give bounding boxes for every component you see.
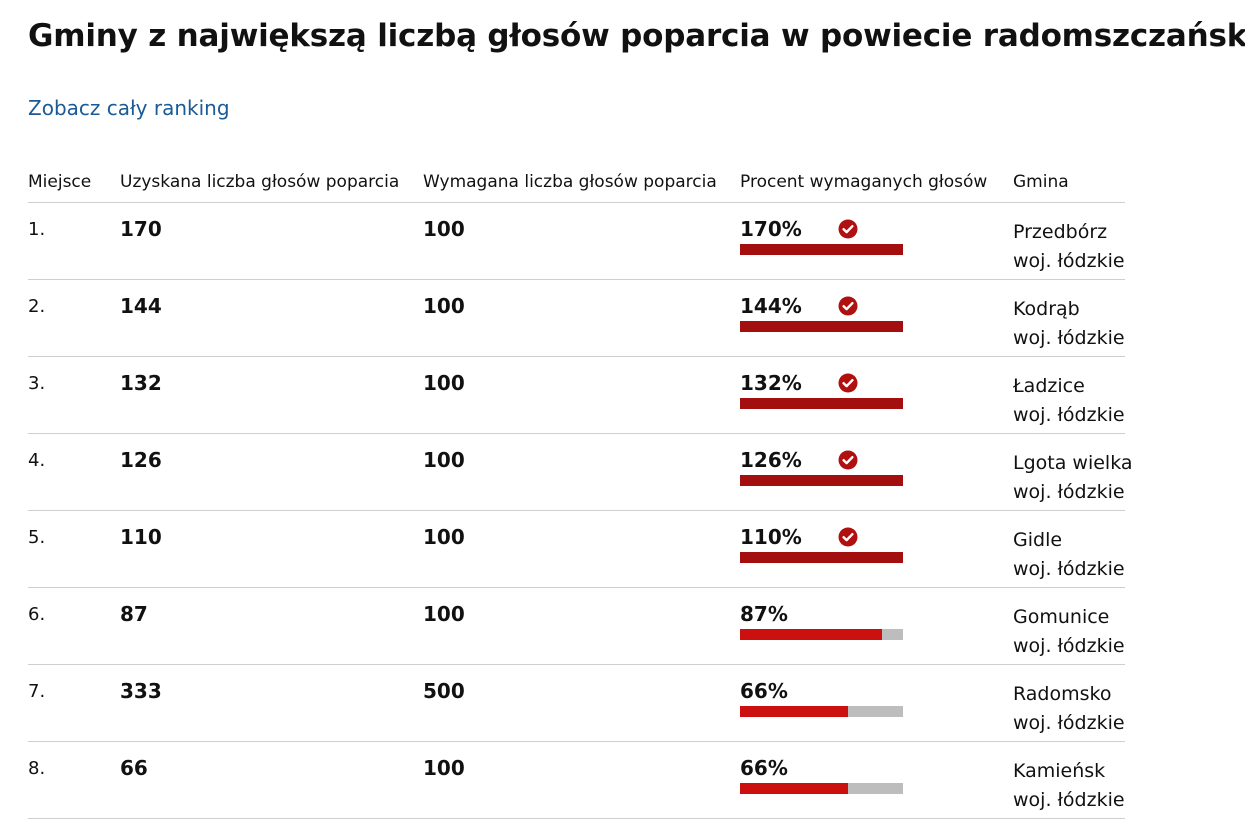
table-row: 2. 144 100 144% Kodrąb woj. łódzkie (28, 279, 1125, 357)
row-gmina-name: Gidle (1013, 529, 1063, 551)
progress-bar-track (740, 321, 903, 332)
row-percent-cell: 132% (740, 357, 903, 409)
table-header-row: Miejsce Uzyskana liczba głosów poparcia … (28, 162, 1125, 203)
header-percent: Procent wymaganych głosów (740, 162, 1013, 203)
progress-bar-track (740, 398, 903, 409)
row-obtained-votes: 170 (120, 217, 162, 241)
row-percent-label: 170% (740, 217, 802, 241)
progress-bar-fill (740, 244, 903, 255)
progress-bar-fill (740, 552, 903, 563)
row-percent-cell: 66% (740, 665, 903, 717)
row-gmina-name: Gomunice (1013, 606, 1110, 628)
row-percent-label: 66% (740, 756, 788, 780)
row-voivodeship: woj. łódzkie (1013, 327, 1125, 349)
table-row: 6. 87 100 87% Gomunice woj. łódzkie (28, 587, 1125, 665)
row-percent-label: 144% (740, 294, 802, 318)
row-percent-cell: 126% (740, 434, 903, 486)
table-row: 4. 126 100 126% Lgota wielka woj. łódzki… (28, 433, 1133, 511)
row-place: 2. (28, 296, 46, 317)
header-obtained: Uzyskana liczba głosów poparcia (120, 162, 423, 203)
row-obtained-votes: 87 (120, 602, 148, 626)
row-required-votes: 100 (423, 525, 465, 549)
table-row: 1. 170 100 170% Przedbórz woj. łódzkie (28, 202, 1125, 280)
row-place: 5. (28, 527, 46, 548)
check-circle-icon (838, 296, 858, 316)
check-circle-icon (838, 527, 858, 547)
row-place: 8. (28, 758, 46, 779)
row-obtained-votes: 333 (120, 679, 162, 703)
row-percent-label: 110% (740, 525, 802, 549)
progress-bar-track (740, 706, 903, 717)
progress-bar-track (740, 552, 903, 563)
row-gmina-name: Radomsko (1013, 683, 1112, 705)
table-row: 3. 132 100 132% Ładzice woj. łódzkie (28, 356, 1125, 434)
row-required-votes: 100 (423, 294, 465, 318)
row-required-votes: 100 (423, 448, 465, 472)
check-circle-icon (838, 450, 858, 470)
row-obtained-votes: 110 (120, 525, 162, 549)
page-title: Gminy z największą liczbą głosów poparci… (28, 18, 1245, 54)
row-gmina-name: Przedbórz (1013, 221, 1108, 243)
row-voivodeship: woj. łódzkie (1013, 404, 1125, 426)
header-gmina: Gmina (1013, 162, 1125, 203)
row-gmina-name: Kamieńsk (1013, 760, 1106, 782)
progress-bar-fill (740, 321, 903, 332)
row-required-votes: 100 (423, 602, 465, 626)
progress-bar-track (740, 629, 903, 640)
row-place: 4. (28, 450, 46, 471)
row-percent-label: 126% (740, 448, 802, 472)
row-voivodeship: woj. łódzkie (1013, 635, 1125, 657)
row-obtained-votes: 132 (120, 371, 162, 395)
ranking-table: Miejsce Uzyskana liczba głosów poparcia … (28, 162, 1133, 819)
row-obtained-votes: 126 (120, 448, 162, 472)
header-required: Wymagana liczba głosów poparcia (423, 162, 740, 203)
progress-bar-fill (740, 475, 903, 486)
row-voivodeship: woj. łódzkie (1013, 712, 1125, 734)
row-obtained-votes: 66 (120, 756, 148, 780)
progress-bar-fill (740, 706, 848, 717)
table-body: 1. 170 100 170% Przedbórz woj. łódzkie (28, 202, 1133, 819)
check-circle-icon (838, 219, 858, 239)
header-place: Miejsce (28, 162, 120, 203)
row-percent-cell: 144% (740, 280, 903, 332)
row-place: 7. (28, 681, 46, 702)
row-percent-cell: 170% (740, 203, 903, 255)
progress-bar-track (740, 475, 903, 486)
check-circle-icon (838, 373, 858, 393)
row-percent-cell: 66% (740, 742, 903, 794)
row-required-votes: 100 (423, 217, 465, 241)
table-row: 8. 66 100 66% Kamieńsk woj. łódzkie (28, 741, 1125, 819)
row-percent-label: 87% (740, 602, 788, 626)
row-percent-label: 66% (740, 679, 788, 703)
table-row: 5. 110 100 110% Gidle woj. łódzkie (28, 510, 1125, 588)
row-percent-cell: 87% (740, 588, 903, 640)
table-row: 7. 333 500 66% Radomsko woj. łódzkie (28, 664, 1125, 742)
row-place: 1. (28, 219, 46, 240)
row-required-votes: 100 (423, 371, 465, 395)
row-place: 3. (28, 373, 46, 394)
row-gmina-name: Ładzice (1013, 375, 1085, 397)
row-gmina-name: Kodrąb (1013, 298, 1080, 320)
row-voivodeship: woj. łódzkie (1013, 481, 1125, 503)
progress-bar-track (740, 244, 903, 255)
row-place: 6. (28, 604, 46, 625)
row-gmina-name: Lgota wielka (1013, 452, 1133, 474)
full-ranking-link[interactable]: Zobacz cały ranking (28, 96, 230, 120)
row-obtained-votes: 144 (120, 294, 162, 318)
progress-bar-fill (740, 783, 848, 794)
row-voivodeship: woj. łódzkie (1013, 789, 1125, 811)
row-percent-label: 132% (740, 371, 802, 395)
row-required-votes: 100 (423, 756, 465, 780)
progress-bar-track (740, 783, 903, 794)
row-voivodeship: woj. łódzkie (1013, 558, 1125, 580)
row-percent-cell: 110% (740, 511, 903, 563)
row-required-votes: 500 (423, 679, 465, 703)
progress-bar-fill (740, 398, 903, 409)
row-voivodeship: woj. łódzkie (1013, 250, 1125, 272)
progress-bar-fill (740, 629, 882, 640)
